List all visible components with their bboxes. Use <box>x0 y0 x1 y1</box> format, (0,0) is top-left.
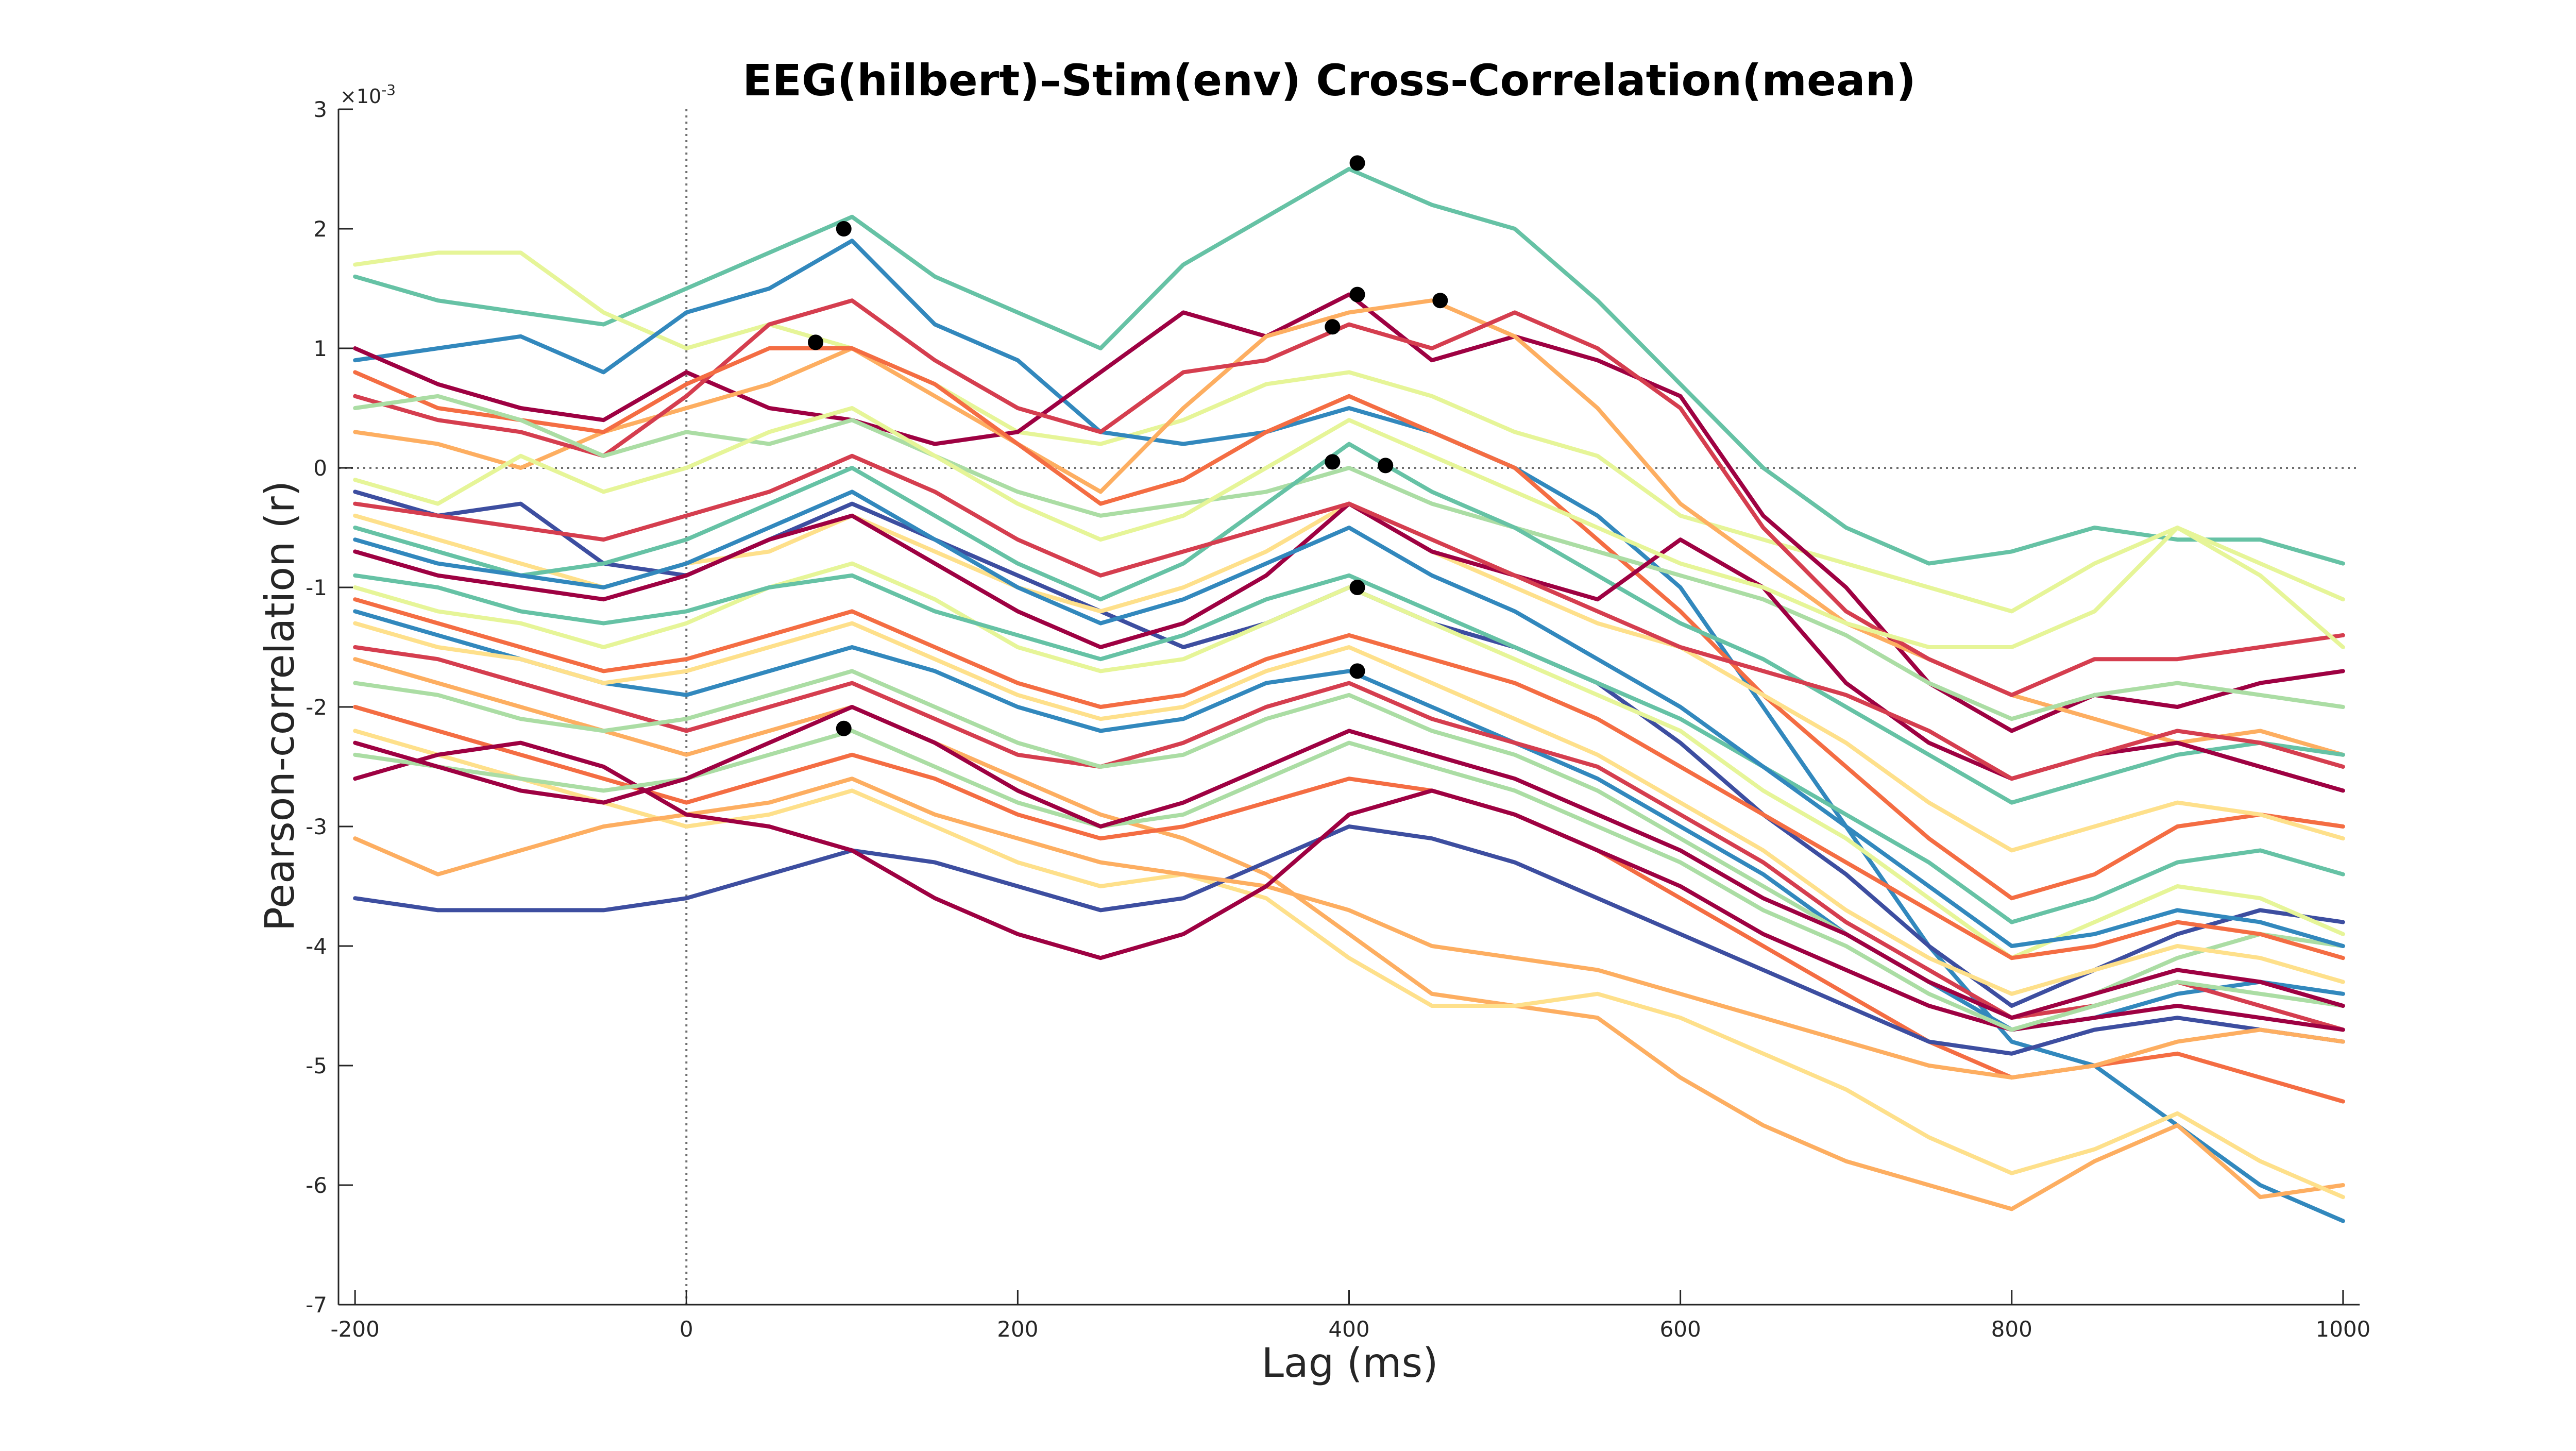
series-line-8 <box>353 394 2345 721</box>
peak-marker-15 <box>1349 663 1365 679</box>
series-line-6 <box>353 298 2345 697</box>
y-tick-label: 2 <box>313 216 327 242</box>
y-tick-label: -5 <box>306 1053 327 1078</box>
peak-marker-11 <box>1325 454 1341 470</box>
y-tick-label: -6 <box>306 1173 327 1198</box>
x-axis-ticks: -200 0 200 400 600 800 1000 <box>330 1290 2370 1342</box>
series-line-2 <box>353 250 2345 614</box>
reference-lines <box>338 109 2360 1305</box>
peak-marker-5 <box>1432 293 1448 309</box>
axes-background <box>338 109 2360 1305</box>
series-line-7 <box>353 346 2345 901</box>
y-axis-label: Pearson-correlation (r) <box>257 481 303 931</box>
y-tick-label: -4 <box>306 934 327 959</box>
series-line-24 <box>353 573 2345 924</box>
y-tick-label: -1 <box>306 575 327 600</box>
series-line-20 <box>353 824 2345 1056</box>
peak-marker-30 <box>836 720 852 736</box>
peak-marker-3 <box>836 221 852 237</box>
series-line-26 <box>353 621 2345 996</box>
series-layer <box>353 167 2345 1223</box>
series-line-19 <box>353 729 2345 1200</box>
y-tick-label: -7 <box>306 1292 327 1318</box>
peak-markers <box>808 155 1448 736</box>
x-tick-label: 200 <box>997 1317 1038 1342</box>
y-tick-label: 3 <box>313 97 327 122</box>
series-line-11 <box>353 442 2345 805</box>
series-line-1 <box>353 167 2345 566</box>
series-line-30 <box>353 705 2345 1020</box>
x-tick-label: -200 <box>330 1317 379 1342</box>
peak-marker-4 <box>1349 286 1365 302</box>
y-axis-ticks: 3 2 1 0 -1 -2 -3 -4 -5 -6 -7 <box>306 97 353 1318</box>
series-line-28 <box>353 597 2345 960</box>
series-line-3 <box>353 239 2345 1223</box>
series-line-4 <box>353 292 2345 733</box>
y-tick-label: -3 <box>306 814 327 839</box>
x-tick-label: 600 <box>1660 1317 1701 1342</box>
peak-marker-7 <box>808 334 824 350</box>
x-tick-label: 400 <box>1328 1317 1369 1342</box>
y-tick-label: -2 <box>306 695 327 720</box>
chart-title: EEG(hilbert)–Stim(env) Cross-Correlation… <box>742 55 1916 106</box>
peak-marker-8 <box>1378 458 1394 474</box>
plot-area: -200 0 200 400 600 800 1000 3 2 1 0 -1 -2 -3 -4 -5 -6 -7 <box>306 97 2370 1342</box>
y-exponent-label: ×10-3 <box>340 81 396 108</box>
series-line-27 <box>353 490 2345 948</box>
series-line-23 <box>353 406 2345 649</box>
x-tick-label: 0 <box>680 1317 693 1342</box>
peak-marker-6 <box>1325 319 1341 335</box>
series-line-25 <box>353 453 2345 781</box>
series-line-16 <box>353 657 2345 1211</box>
y-tick-label: 0 <box>313 455 327 481</box>
x-tick-label: 800 <box>1991 1317 2032 1342</box>
x-tick-label: 1000 <box>2315 1317 2370 1342</box>
peak-marker-28 <box>1349 580 1365 595</box>
y-tick-label: 1 <box>313 336 327 361</box>
x-axis-label: Lag (ms) <box>1261 1340 1438 1387</box>
peak-marker-1 <box>1349 155 1365 171</box>
